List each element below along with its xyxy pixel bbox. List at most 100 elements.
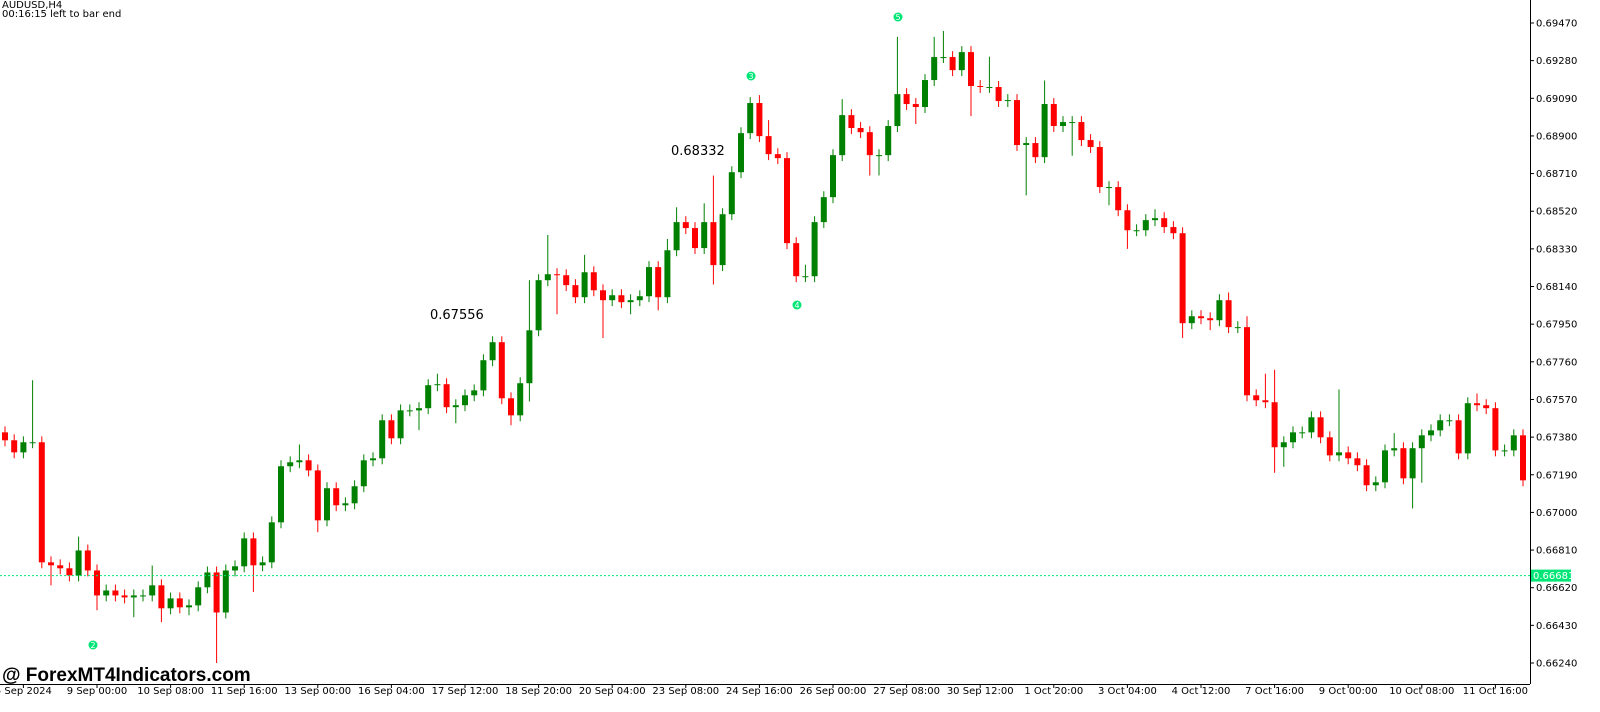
y-tick-label: 0.68520 (1536, 207, 1577, 218)
candle-body (1308, 417, 1315, 433)
candle-body (268, 522, 275, 563)
candle-body (1418, 435, 1425, 449)
candle-body (388, 420, 395, 439)
candle-body (1004, 100, 1011, 102)
candle-body (121, 595, 128, 598)
y-tick-label: 0.66620 (1536, 583, 1577, 594)
candle-body (342, 503, 349, 506)
candle-body (1142, 220, 1149, 231)
x-tick-label: 17 Sep 12:00 (432, 686, 499, 697)
candle-body (1492, 408, 1499, 451)
candle-body (692, 228, 698, 249)
x-tick-label: 1 Oct 20:00 (1024, 686, 1083, 697)
candle-body (397, 410, 404, 439)
candle-body (1234, 327, 1241, 329)
candle-body (1520, 435, 1526, 481)
candle-body (784, 158, 790, 244)
x-tick-label: 27 Sep 08:00 (873, 686, 940, 697)
wave-label: 5 (895, 13, 900, 22)
candle-body (590, 272, 597, 291)
candle-body (774, 154, 781, 159)
wave-marker (88, 640, 98, 650)
x-tick-label: 9 Sep 00:00 (67, 686, 127, 697)
y-tick-label: 0.68900 (1536, 131, 1577, 142)
candle-body (1437, 420, 1444, 431)
candle-body (811, 222, 818, 277)
candle-body (2, 432, 8, 441)
candle-body (406, 410, 413, 412)
candle-body (1372, 482, 1379, 486)
candle-body (609, 295, 616, 301)
candle-body (618, 295, 625, 303)
candle-body (986, 86, 993, 88)
candle-body (554, 274, 560, 276)
candle-body (333, 488, 340, 506)
candle-body (434, 384, 441, 386)
annotation: 0.67556 (430, 308, 484, 323)
candle-body (1106, 187, 1112, 189)
x-tick-label: 11 Sep 16:00 (211, 686, 278, 697)
candle-body (176, 598, 183, 608)
candle-body (728, 172, 735, 215)
candle-body (1078, 122, 1085, 141)
candle-body (489, 342, 496, 361)
wave-label: 3 (748, 72, 753, 81)
candle-body (1050, 104, 1057, 127)
candle-body (1152, 218, 1158, 221)
candle-body (379, 420, 386, 459)
candle-body (922, 80, 928, 107)
candle-body (563, 275, 570, 286)
candle-body (1382, 450, 1388, 483)
candle-body (48, 562, 54, 566)
candle-body (1262, 400, 1269, 403)
candle-body (857, 128, 864, 133)
candle-body (57, 565, 64, 569)
candle-body (581, 272, 588, 298)
y-tick-label: 0.68710 (1536, 169, 1577, 180)
candle-body (1391, 448, 1398, 451)
candle-body (627, 300, 634, 303)
candle-body (1170, 227, 1177, 234)
candle-body (204, 572, 211, 588)
candle-body (1244, 327, 1250, 396)
y-tick-label: 0.69280 (1536, 56, 1577, 67)
x-tick-label: 11 Oct 16:00 (1463, 686, 1528, 697)
current-price-label: 0.66681 (1533, 571, 1574, 582)
watermark: @ ForexMT4Indicators.com (2, 665, 251, 686)
candle-body (839, 115, 846, 156)
candle-body (793, 243, 800, 277)
candle-body (84, 550, 91, 571)
candle-body (287, 462, 294, 467)
wave-label: 4 (794, 301, 799, 310)
candle-body (535, 280, 542, 331)
candle-body (241, 538, 248, 567)
candle-body (1179, 233, 1186, 324)
candle-body (471, 390, 478, 396)
candle-body (1060, 122, 1066, 127)
candle-body (94, 570, 100, 596)
plot (2, 30, 1526, 663)
candle-body (820, 197, 827, 223)
candle-body (848, 115, 855, 129)
candle-body (480, 360, 487, 391)
candle-body (167, 598, 174, 609)
candle-body (1455, 420, 1462, 454)
candle-body (1428, 430, 1434, 436)
candle-body (140, 595, 146, 597)
candle-body (912, 104, 919, 107)
candle-body (213, 572, 220, 613)
candle-body (1253, 395, 1260, 401)
candle-body (664, 250, 671, 298)
candle-body (701, 222, 708, 249)
candle-body (995, 86, 1002, 102)
candle-body (462, 395, 468, 406)
candle-body (1510, 435, 1517, 451)
candle-body (1317, 417, 1324, 438)
candle-body (11, 440, 18, 453)
y-tick-label: 0.67380 (1536, 433, 1577, 444)
candle-body (1124, 210, 1131, 231)
candle-body (186, 605, 192, 608)
y-tick-label: 0.66810 (1536, 546, 1577, 557)
candle-body (1446, 420, 1453, 422)
